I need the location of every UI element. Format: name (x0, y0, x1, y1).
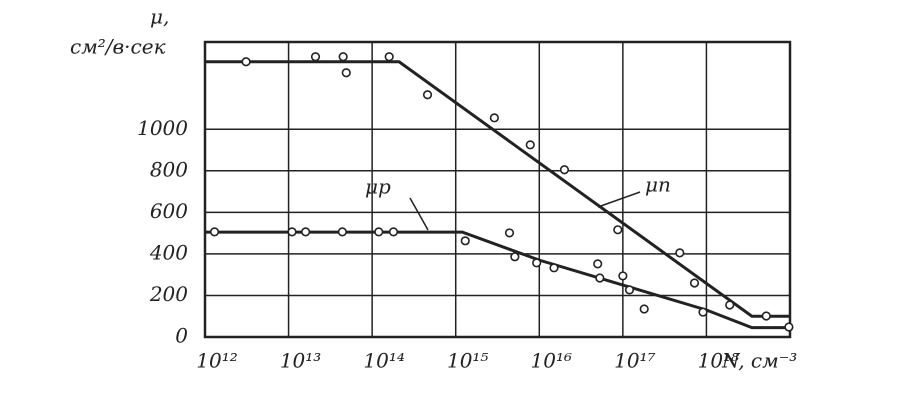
y-tick-label: 400 (149, 240, 188, 264)
data-point (675, 248, 685, 258)
data-point (337, 227, 347, 237)
data-point (504, 228, 515, 238)
x-tick-label: 10¹⁶ (531, 349, 572, 373)
y-tick-label: 600 (150, 199, 188, 223)
x-tick-label: 10¹⁵ (447, 349, 488, 373)
data-point (593, 259, 603, 269)
data-point (338, 52, 348, 62)
data-point (784, 322, 794, 332)
line (205, 60, 790, 318)
line (205, 230, 790, 330)
y-tick-label: 1000 (137, 116, 188, 140)
data-point (388, 227, 399, 237)
x-tick-label: 10¹³ (280, 349, 321, 373)
x-tick-label: 10¹² (196, 349, 237, 373)
series-label: μp (365, 175, 391, 199)
data-point (209, 227, 220, 237)
data-point (422, 90, 433, 100)
x-tick-label: 10¹⁷ (614, 349, 655, 373)
x-axis-label: N, см⁻³ (721, 349, 797, 373)
data-point (725, 300, 735, 310)
y-axis-label: μ, (150, 5, 169, 29)
plot-frame (203, 40, 792, 339)
data-point (624, 285, 635, 295)
data-point (595, 273, 605, 283)
y-tick-label: 800 (150, 157, 188, 181)
data-point (618, 271, 628, 281)
y-tick-label: 200 (149, 282, 188, 306)
data-point (559, 165, 570, 175)
x-tick-label: 10¹⁴ (363, 349, 404, 373)
data-point (310, 52, 321, 62)
series-label: μп (645, 173, 671, 197)
data-point (460, 236, 470, 246)
data-point (287, 227, 297, 237)
y-tick-label: 0 (175, 324, 188, 348)
data-point (489, 113, 499, 123)
data-point (761, 311, 771, 321)
data-point (241, 57, 251, 67)
data-point (613, 225, 623, 235)
data-point (384, 52, 394, 62)
x-tick-label: 10¹⁸ (698, 349, 739, 373)
data-point (689, 278, 700, 288)
data-point (301, 227, 311, 237)
data-point (639, 304, 649, 314)
data-point (374, 227, 384, 237)
data-point (532, 258, 542, 268)
data-point (549, 263, 559, 273)
data-point (698, 307, 708, 317)
data-point (525, 140, 535, 150)
data-point (510, 252, 520, 262)
leader (597, 191, 641, 208)
y-axis-unit: см²/в·сек (70, 35, 166, 59)
data-point (341, 68, 351, 78)
leader (409, 197, 429, 231)
